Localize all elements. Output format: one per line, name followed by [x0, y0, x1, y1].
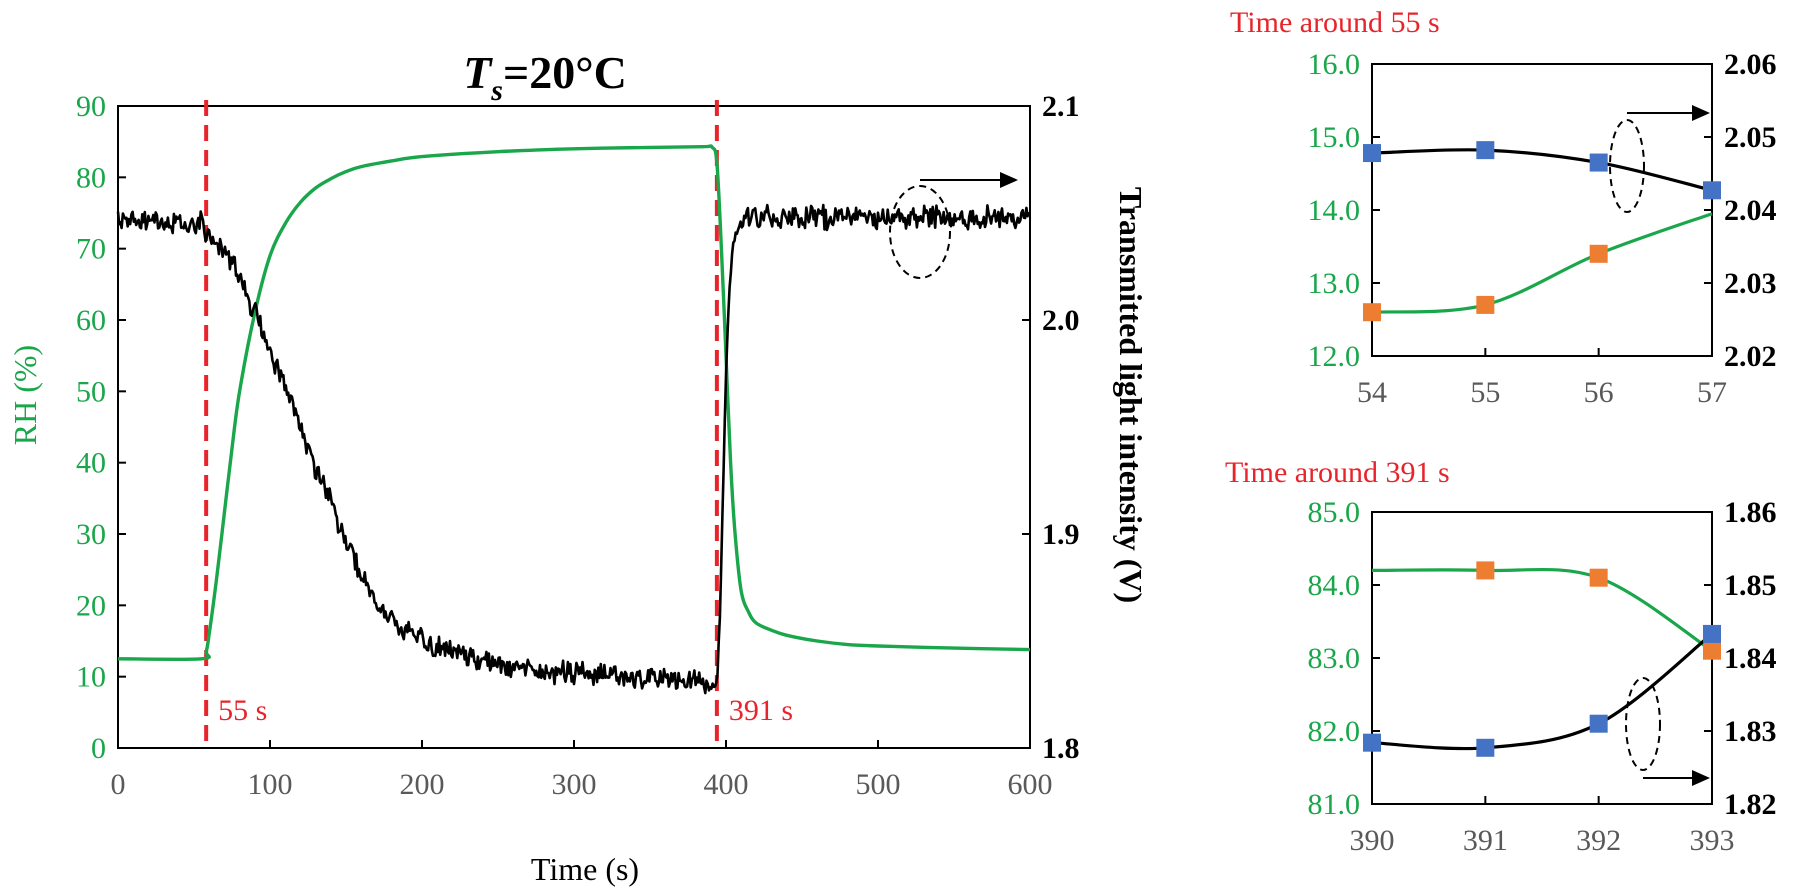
inset-391s-left-tick-label: 81.0	[1308, 788, 1361, 821]
inset-391s-left-tick-label: 82.0	[1308, 715, 1361, 748]
main-chart: Ts=20°C RH (%) Transmitted light intensi…	[7, 47, 1149, 887]
inset-391s-x-tick-label: 390	[1350, 824, 1395, 857]
main-left-tick-label: 20	[76, 589, 106, 622]
main-left-tick-label: 60	[76, 304, 106, 337]
main-intensity-series-line	[116, 203, 1031, 695]
inset-391s-x-tick-label: 393	[1690, 824, 1735, 857]
inset-55s-rh-marker	[1476, 295, 1495, 314]
inset-391s-right-tick-label: 1.85	[1724, 569, 1777, 602]
inset-391s-left-tick-label: 84.0	[1308, 569, 1361, 602]
main-title-subscript: s	[490, 74, 503, 107]
inset-55s-left-tick-label: 16.0	[1308, 48, 1361, 81]
main-left-tick-label: 70	[76, 233, 106, 266]
main-plot-frame	[117, 105, 1031, 749]
inset-391s-x-tick-label: 391	[1463, 824, 1508, 857]
main-event-label: 55 s	[218, 694, 267, 727]
main-rh-series-line	[117, 144, 1031, 662]
inset-55s-intensity-marker	[1476, 141, 1495, 160]
inset-55s-right-tick-label: 2.05	[1724, 121, 1777, 154]
main-x-tick-label: 0	[111, 768, 126, 801]
inset-55s-intensity-marker	[1589, 153, 1608, 172]
inset-55s-right-tick-label: 2.06	[1724, 48, 1777, 81]
inset-391s-plot-frame	[1371, 511, 1713, 805]
inset-55s-right-tick-label: 2.02	[1724, 340, 1777, 373]
inset-55s-x-tick-label: 55	[1470, 376, 1500, 409]
inset-391s-right-tick-label: 1.84	[1724, 642, 1777, 675]
inset-55s-x-tick-label: 57	[1697, 376, 1727, 409]
inset-391s-intensity-marker	[1476, 738, 1495, 757]
main-left-tick-label: 0	[91, 732, 106, 765]
main-x-tick-label: 300	[552, 768, 597, 801]
inset-55s-intensity-marker	[1703, 181, 1721, 200]
inset-391s-intensity-series-line	[1371, 632, 1713, 751]
main-y-right-label: Transmitted light intensity (V)	[1113, 187, 1149, 603]
main-x-label: Time (s)	[531, 851, 639, 887]
main-left-tick-label: 30	[76, 518, 106, 551]
inset-55s-left-tick-label: 13.0	[1308, 267, 1361, 300]
inset-391s-intensity-marker	[1589, 714, 1608, 733]
main-right-tick-label: 1.8	[1042, 732, 1080, 765]
inset-391s-title: Time around 391 s	[1225, 456, 1450, 489]
main-x-tick-label: 200	[400, 768, 445, 801]
main-right-tick-label: 2.1	[1042, 90, 1080, 123]
inset-391s-intensity-marker	[1363, 733, 1381, 752]
inset-391s-left-tick-label: 83.0	[1308, 642, 1361, 675]
inset-55s-intensity-marker	[1363, 144, 1381, 163]
inset-55s-x-tick-label: 54	[1357, 376, 1387, 409]
inset-391s-left-tick-label: 85.0	[1308, 496, 1361, 529]
inset-391s-right-tick-label: 1.83	[1724, 715, 1777, 748]
inset-391s-annotation-arrowhead	[1692, 770, 1710, 786]
main-event-label: 391 s	[729, 694, 793, 727]
inset-55s-annotation-ellipse	[1609, 119, 1645, 213]
inset-55s-right-tick-label: 2.03	[1724, 267, 1777, 300]
inset-391s-x-tick-label: 392	[1576, 824, 1621, 857]
main-left-tick-label: 50	[76, 375, 106, 408]
inset-chart-391s: Time around 391 s 81.0 82.0 83.0 84.0 85.0 1.…	[1225, 456, 1777, 857]
inset-55s-right-tick-label: 2.04	[1724, 194, 1777, 227]
main-x-tick-label: 100	[248, 768, 293, 801]
inset-391s-rh-marker	[1476, 561, 1495, 580]
main-left-tick-label: 90	[76, 90, 106, 123]
inset-55s-intensity-series-line	[1371, 148, 1713, 192]
main-y-left-label: RH (%)	[7, 345, 43, 445]
inset-391s-rh-series-line	[1371, 567, 1713, 653]
main-x-tick-label: 600	[1008, 768, 1053, 801]
main-left-tick-label: 10	[76, 661, 106, 694]
main-title-value: =20°C	[503, 47, 627, 98]
inset-391s-rh-marker	[1589, 568, 1608, 587]
inset-55s-left-tick-label: 12.0	[1308, 340, 1361, 373]
main-annotation-arrowhead	[1000, 172, 1018, 188]
main-x-tick-label: 400	[704, 768, 749, 801]
inset-55s-title: Time around 55 s	[1230, 6, 1440, 39]
main-left-tick-label: 80	[76, 161, 106, 194]
inset-chart-55s: Time around 55 s 12.0 13.0 14.0 15.0 16.0 2.0…	[1230, 6, 1777, 409]
inset-55s-rh-series-line	[1371, 212, 1713, 314]
main-right-tick-label: 2.0	[1042, 304, 1080, 337]
inset-391s-rh-marker	[1703, 641, 1721, 660]
inset-391s-annotation-ellipse	[1625, 677, 1661, 771]
main-x-tick-label: 500	[856, 768, 901, 801]
inset-55s-annotation-arrowhead	[1692, 105, 1710, 121]
inset-55s-x-tick-label: 56	[1584, 376, 1614, 409]
main-chart-title: Ts=20°C	[463, 47, 627, 107]
main-left-tick-label: 40	[76, 447, 106, 480]
inset-391s-intensity-marker	[1703, 624, 1721, 643]
inset-55s-rh-marker	[1589, 244, 1608, 263]
main-title-symbol: T	[463, 47, 493, 98]
inset-55s-rh-marker	[1363, 303, 1381, 322]
main-right-tick-label: 1.9	[1042, 518, 1080, 551]
main-annotation-ellipse	[889, 185, 951, 279]
inset-55s-left-tick-label: 15.0	[1308, 121, 1361, 154]
inset-391s-right-tick-label: 1.82	[1724, 788, 1777, 821]
inset-55s-left-tick-label: 14.0	[1308, 194, 1361, 227]
inset-391s-right-tick-label: 1.86	[1724, 496, 1777, 529]
